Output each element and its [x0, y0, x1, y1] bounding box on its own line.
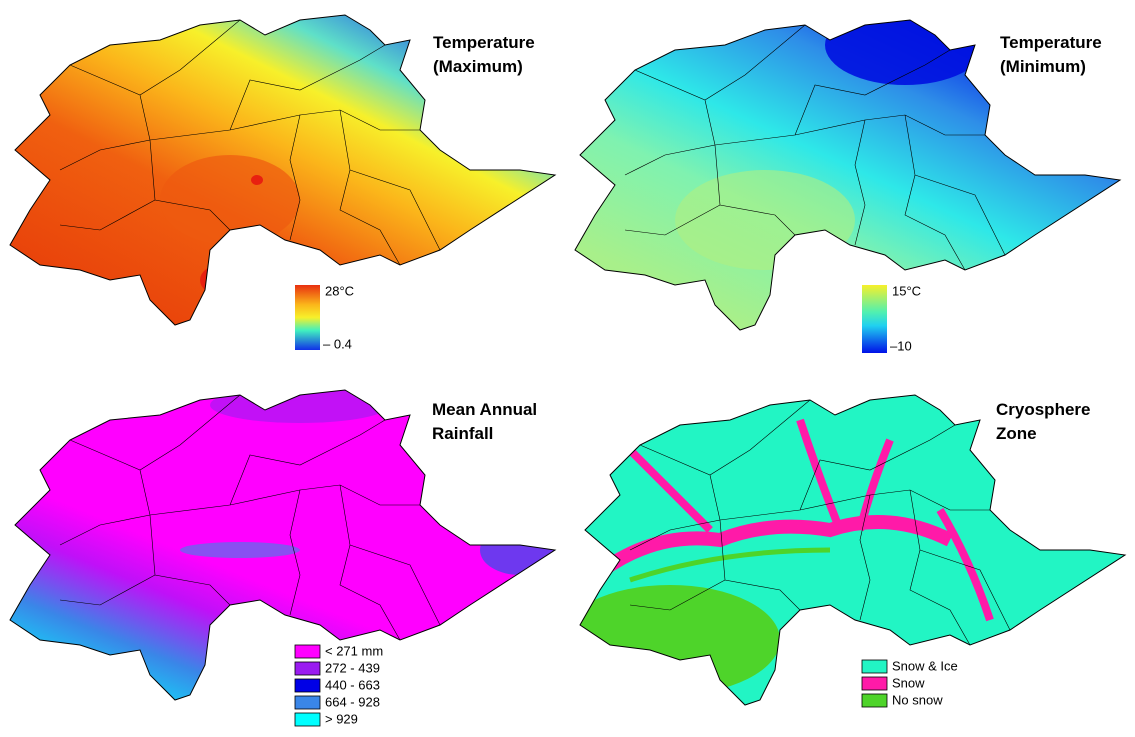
panel-cryosphere: Snow & Ice Snow No snow Cryosphere Zone [579, 394, 1126, 708]
legend: < 271 mm 272 - 439 440 - 663 664 - 928 > 929 [294, 643, 383, 727]
panel-min-temp: 15°C –10 Temperature (Minimum) [574, 19, 1121, 353]
panel-title: Rainfall [432, 424, 493, 443]
legend-label: 272 - 439 [325, 660, 380, 675]
legend-swatch [294, 712, 321, 727]
panel-title: Zone [996, 424, 1037, 443]
panel-title: (Minimum) [1000, 57, 1086, 76]
legend-swatch [861, 693, 888, 708]
legend-label: Snow [892, 675, 925, 690]
panel-title: (Maximum) [433, 57, 523, 76]
panel-rainfall: < 271 mm 272 - 439 440 - 663 664 - 928 > 929… [9, 389, 556, 727]
panel-title: Temperature [433, 33, 535, 52]
colorbar-max: 15°C [892, 283, 921, 298]
colorbar-min: – 0.4 [323, 336, 352, 351]
colorbar [295, 285, 320, 350]
legend-label: 440 - 663 [325, 677, 380, 692]
panel-max-temp: 28°C – 0.4 Temperature (Maximum) [9, 14, 556, 351]
legend-swatch [294, 695, 321, 710]
colorbar-max: 28°C [325, 283, 354, 298]
colorbar [862, 285, 887, 353]
legend: Snow & Ice Snow No snow [861, 658, 958, 708]
legend-label: 664 - 928 [325, 694, 380, 709]
legend-swatch [861, 676, 888, 691]
legend-label: > 929 [325, 711, 358, 726]
legend-label: < 271 mm [325, 643, 383, 658]
colorbar-min: –10 [890, 338, 912, 353]
panel-title: Mean Annual [432, 400, 537, 419]
legend-label: No snow [892, 692, 943, 707]
legend-swatch [861, 659, 888, 674]
legend-swatch [294, 678, 321, 693]
panel-title: Temperature [1000, 33, 1102, 52]
panel-title: Cryosphere [996, 400, 1090, 419]
legend-label: Snow & Ice [892, 658, 958, 673]
legend-swatch [294, 661, 321, 676]
legend-swatch [294, 644, 321, 659]
